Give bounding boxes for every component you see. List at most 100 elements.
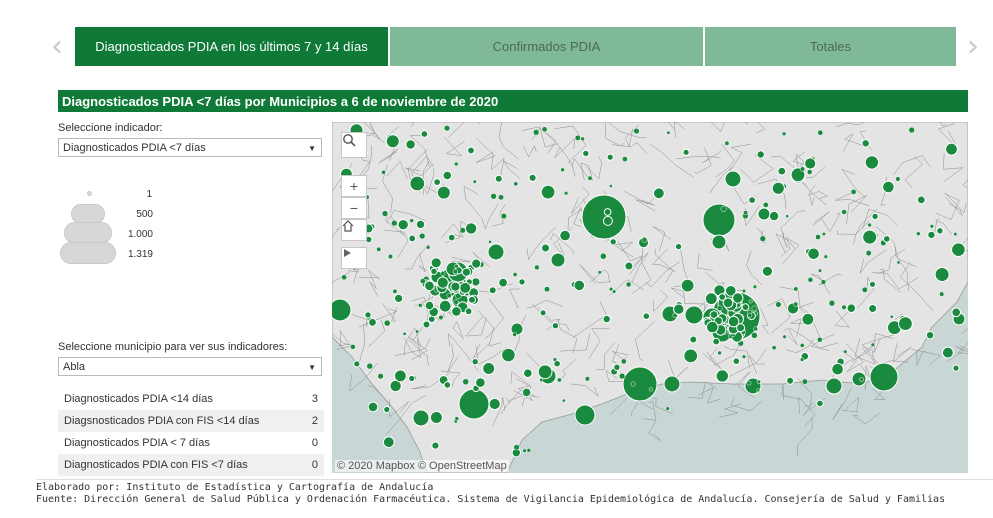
municipality-bubble[interactable] [367, 401, 379, 413]
municipality-bubble[interactable] [821, 231, 826, 237]
municipality-bubble[interactable] [916, 231, 921, 236]
municipality-bubble[interactable] [541, 126, 548, 133]
municipality-bubble[interactable] [777, 166, 787, 176]
municipality-select[interactable]: Abla ▼ [58, 357, 322, 376]
municipality-bubble[interactable] [712, 337, 721, 346]
municipality-bubble[interactable] [451, 306, 462, 317]
municipality-bubble[interactable] [488, 286, 497, 295]
municipality-bubble[interactable] [828, 300, 836, 307]
municipality-bubble[interactable] [424, 280, 435, 292]
municipality-bubble[interactable] [641, 236, 648, 243]
municipality-bubble[interactable] [648, 387, 653, 392]
municipality-bubble[interactable] [751, 332, 758, 339]
municipality-bubble[interactable] [743, 210, 749, 216]
municipality-bubble[interactable] [553, 359, 561, 368]
municipality-bubble[interactable] [418, 303, 423, 308]
map-canvas[interactable] [332, 122, 968, 473]
municipality-bubble[interactable] [799, 357, 805, 362]
municipality-bubble[interactable] [752, 284, 758, 289]
municipality-bubble[interactable] [951, 242, 966, 257]
municipality-bubble[interactable] [600, 252, 607, 260]
municipality-bubble[interactable] [559, 229, 571, 242]
municipality-bubble[interactable] [843, 349, 848, 354]
municipality-bubble[interactable] [424, 300, 435, 311]
municipality-bubble[interactable] [551, 322, 560, 330]
municipality-bubble[interactable] [846, 303, 857, 313]
municipality-bubble[interactable] [727, 315, 740, 328]
municipality-bubble[interactable] [392, 288, 398, 294]
municipality-bubble[interactable] [753, 326, 758, 332]
municipality-bubble[interactable] [512, 272, 518, 277]
municipality-bubble[interactable] [916, 195, 926, 205]
municipality-bubble[interactable] [613, 363, 621, 372]
municipality-bubble[interactable] [422, 320, 431, 329]
municipality-bubble[interactable] [459, 227, 466, 234]
municipality-bubble[interactable] [464, 222, 478, 235]
municipality-bubble[interactable] [790, 167, 806, 183]
municipality-bubble[interactable] [453, 161, 459, 167]
municipality-bubble[interactable] [781, 131, 787, 137]
municipality-bubble[interactable] [782, 334, 787, 339]
municipality-bubble[interactable] [446, 292, 452, 299]
municipality-bubble[interactable] [376, 246, 382, 252]
tab-confirmados[interactable]: Confirmados PDIA [390, 27, 703, 66]
municipality-bubble[interactable] [408, 234, 417, 243]
municipality-bubble[interactable] [748, 299, 753, 304]
municipality-bubble[interactable] [563, 191, 569, 196]
municipality-bubble[interactable] [908, 126, 915, 134]
municipality-bubble[interactable] [419, 232, 426, 240]
municipality-bubble[interactable] [488, 397, 501, 411]
municipality-bubble[interactable] [817, 336, 823, 343]
municipality-bubble[interactable] [817, 129, 824, 136]
municipality-bubble[interactable] [674, 242, 683, 251]
municipality-bubble[interactable] [889, 314, 894, 319]
municipality-bubble[interactable] [472, 179, 477, 184]
municipality-bubble[interactable] [806, 169, 813, 175]
municipality-bubble[interactable] [741, 354, 747, 359]
municipality-bubble[interactable] [438, 314, 444, 321]
municipality-bubble[interactable] [653, 187, 665, 200]
municipality-bubble[interactable] [882, 180, 895, 194]
map-attribution[interactable]: © 2020 Mapbox © OpenStreetMap [335, 460, 509, 472]
municipality-bubble[interactable] [541, 243, 550, 253]
municipality-bubble[interactable] [715, 369, 729, 383]
municipality-bubble[interactable] [927, 230, 936, 240]
municipality-bubble[interactable] [741, 303, 750, 312]
municipality-bubble[interactable] [816, 399, 824, 408]
municipality-bubble[interactable] [748, 196, 757, 204]
municipality-bubble[interactable] [633, 128, 640, 135]
municipality-bubble[interactable] [560, 167, 565, 173]
municipality-bubble[interactable] [804, 157, 817, 170]
municipality-bubble[interactable] [785, 214, 790, 219]
municipality-bubble[interactable] [366, 362, 374, 370]
zoom-in-icon[interactable]: + [341, 175, 367, 197]
municipality-bubble[interactable] [580, 136, 585, 142]
search-icon[interactable] [341, 132, 367, 158]
municipality-bubble[interactable] [612, 289, 617, 294]
municipality-bubble[interactable] [642, 312, 651, 320]
municipality-bubble[interactable] [665, 406, 670, 411]
municipality-bubble[interactable] [815, 234, 821, 240]
municipality-bubble[interactable] [606, 153, 614, 161]
municipality-bubble[interactable] [433, 178, 441, 186]
next-tab-arrow-icon[interactable]: › [967, 29, 979, 64]
municipality-bubble[interactable] [510, 322, 524, 336]
municipality-bubble[interactable] [793, 301, 799, 307]
municipality-bubble[interactable] [896, 260, 901, 265]
municipality-bubble[interactable] [587, 175, 593, 181]
municipality-bubble[interactable] [447, 233, 456, 242]
municipality-bubble[interactable] [762, 202, 769, 208]
municipality-bubble[interactable] [436, 276, 449, 289]
municipality-bubble[interactable] [557, 377, 562, 383]
municipality-bubble[interactable] [409, 175, 426, 192]
municipality-bubble[interactable] [582, 149, 590, 158]
municipality-bubble[interactable] [898, 316, 913, 332]
home-icon[interactable] [341, 219, 367, 241]
municipality-bubble[interactable] [415, 329, 420, 334]
municipality-bubble[interactable] [732, 292, 744, 304]
municipality-bubble[interactable] [618, 372, 626, 380]
municipality-bubble[interactable] [459, 281, 472, 294]
municipality-bubble[interactable] [464, 307, 473, 316]
municipality-bubble[interactable] [850, 189, 857, 195]
municipality-bubble[interactable] [471, 358, 479, 366]
